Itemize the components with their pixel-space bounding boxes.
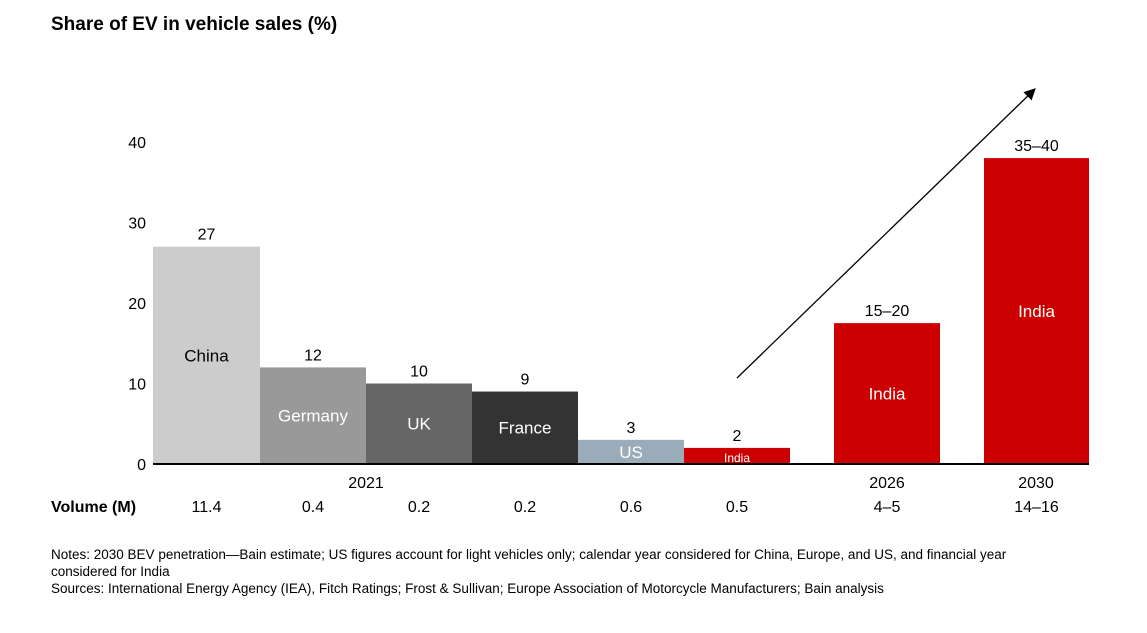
bar-category-label: India [724, 451, 750, 465]
volume-label: Volume (M) [51, 499, 136, 516]
sources-text: Sources: International Energy Agency (IE… [51, 581, 884, 596]
bar-us-2021 [578, 439, 684, 464]
volume-value: 0.2 [514, 499, 536, 516]
y-tick-label: 20 [128, 296, 146, 313]
y-tick-label: 40 [128, 135, 146, 152]
bar-uk-2021 [366, 383, 472, 464]
notes-text: Notes: 2030 BEV penetration—Bain estimat… [51, 547, 1007, 579]
bar-category-label: UK [407, 415, 431, 434]
bar-france-2021 [472, 391, 578, 464]
bar-value-label: 27 [198, 227, 216, 244]
volume-value: 0.2 [408, 499, 430, 516]
bar-india-2026 [834, 323, 940, 464]
bar-category-label: India [869, 385, 906, 404]
bar-value-label: 15–20 [865, 303, 910, 320]
y-tick-label: 0 [137, 457, 146, 474]
bar-value-label: 35–40 [1014, 138, 1059, 155]
bar-category-label: China [184, 346, 229, 365]
group-labels: 2021 2026 2030 [348, 475, 1054, 492]
bar-category-label: India [1018, 302, 1055, 321]
bar-germany-2021 [260, 367, 366, 464]
bar-value-label: 2 [733, 428, 742, 445]
volume-value: 4–5 [874, 499, 901, 516]
bars: 27 China 12 Germany 10 UK 9 France 3 US 2 India 15–2… [153, 138, 1089, 465]
year-label-2021: 2021 [348, 475, 384, 492]
bar-india-2021 [684, 447, 790, 464]
bar-value-label: 9 [521, 372, 530, 389]
bar-india-2030 [984, 158, 1089, 464]
notes: Notes: 2030 BEV penetration—Bain estimat… [51, 546, 1061, 597]
page-title: Share of EV in vehicle sales (%) [51, 14, 338, 35]
year-label-2030: 2030 [1018, 475, 1054, 492]
bar-value-label: 10 [410, 364, 428, 381]
trend-arrow [736, 88, 1036, 379]
volume-value: 0.5 [726, 499, 748, 516]
volume-row: 11.4 0.4 0.2 0.2 0.6 0.5 4–5 14–16 Volume (M) [51, 499, 1059, 516]
volume-value: 0.4 [302, 499, 324, 516]
bar-value-label: 12 [304, 347, 322, 364]
bar-category-label: Germany [278, 407, 348, 426]
year-label-2026: 2026 [869, 475, 905, 492]
bar-category-label: France [499, 419, 552, 438]
volume-value: 11.4 [192, 499, 222, 516]
bar-category-label: US [619, 443, 643, 462]
y-tick-label: 10 [128, 377, 146, 394]
volume-value: 0.6 [620, 499, 642, 516]
bar-china-2021 [153, 246, 260, 464]
y-axis: 0 10 20 30 40 [128, 135, 146, 474]
y-tick-label: 30 [128, 216, 146, 233]
bar-value-label: 3 [627, 420, 636, 437]
volume-value: 14–16 [1014, 499, 1059, 516]
